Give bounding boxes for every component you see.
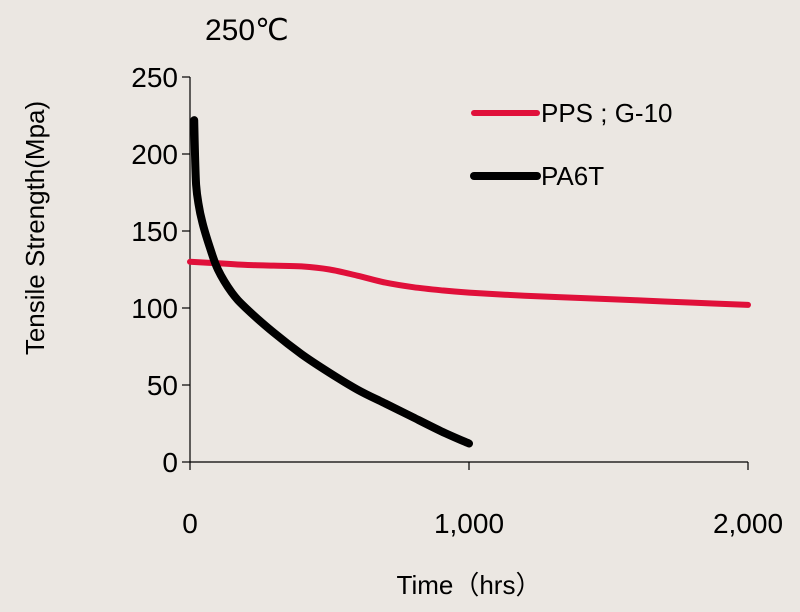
series-line-pa6t: [190, 116, 473, 448]
legend-label: PA6T: [541, 161, 604, 191]
x-axis-label: Time（hrs）: [397, 570, 542, 600]
x-tick-label: 1,000: [434, 508, 504, 539]
y-axis-label: Tensile Strength(Mpa): [20, 101, 50, 355]
series-layer: [187, 116, 751, 448]
legend: PPS ; G-10 PA6T: [470, 98, 673, 191]
y-tick-label: 200: [131, 139, 178, 170]
axes: 0 50 100 150 200 250 0 1,000 2,000: [131, 62, 783, 539]
chart-title: 250℃: [205, 14, 289, 47]
x-tick-label: 2,000: [713, 508, 783, 539]
y-tick-label: 150: [131, 216, 178, 247]
legend-label: PPS ; G-10: [541, 98, 673, 128]
y-tick-label: 250: [131, 62, 178, 93]
series-line-pps: [187, 258, 751, 308]
x-tick-label: 0: [182, 508, 198, 539]
y-tick-label: 100: [131, 293, 178, 324]
y-tick-label: 50: [147, 370, 178, 401]
y-tick-label: 0: [162, 447, 178, 478]
